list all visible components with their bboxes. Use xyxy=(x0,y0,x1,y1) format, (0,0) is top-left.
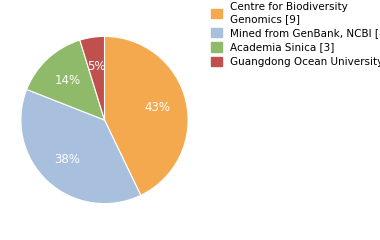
Wedge shape xyxy=(80,36,104,120)
Wedge shape xyxy=(105,36,188,195)
Wedge shape xyxy=(27,40,104,120)
Text: 5%: 5% xyxy=(87,60,106,73)
Text: 14%: 14% xyxy=(54,74,81,87)
Wedge shape xyxy=(21,90,141,204)
Text: 38%: 38% xyxy=(55,153,81,166)
Text: 43%: 43% xyxy=(144,102,171,114)
Legend: Centre for Biodiversity
Genomics [9], Mined from GenBank, NCBI [8], Academia Sin: Centre for Biodiversity Genomics [9], Mi… xyxy=(209,0,380,69)
